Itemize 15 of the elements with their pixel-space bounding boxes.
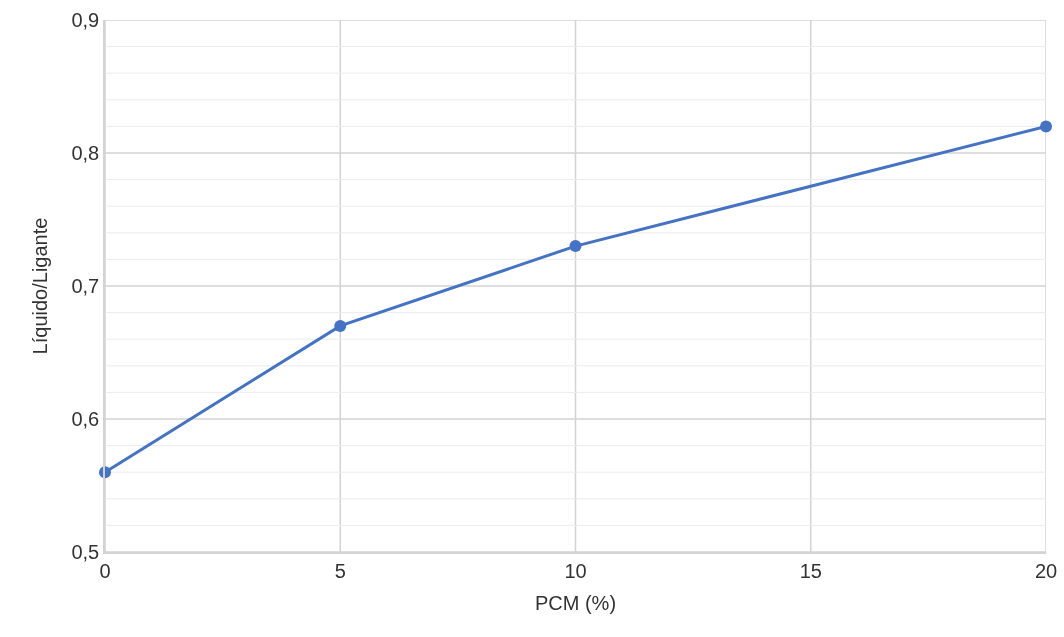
x-axis-title: PCM (%): [534, 591, 617, 614]
point: [1040, 120, 1052, 133]
y-axis-title: Líquido/Ligante: [29, 217, 52, 355]
y-tick-label: 0,6: [71, 408, 100, 430]
x-tick-label: 15: [799, 559, 822, 582]
y-tick-label: 0,8: [71, 142, 100, 164]
x-tick-label: 10: [564, 559, 587, 582]
y-tick-label: 0,5: [71, 541, 100, 563]
x-tick-label: 5: [334, 559, 346, 582]
y-tick-label: 0,7: [71, 275, 100, 297]
y-tick-label: 0,9: [71, 9, 100, 31]
x-tick-label: 20: [1034, 559, 1058, 582]
point: [334, 319, 347, 332]
x-tick-label: 0: [99, 559, 111, 582]
point: [569, 240, 582, 253]
